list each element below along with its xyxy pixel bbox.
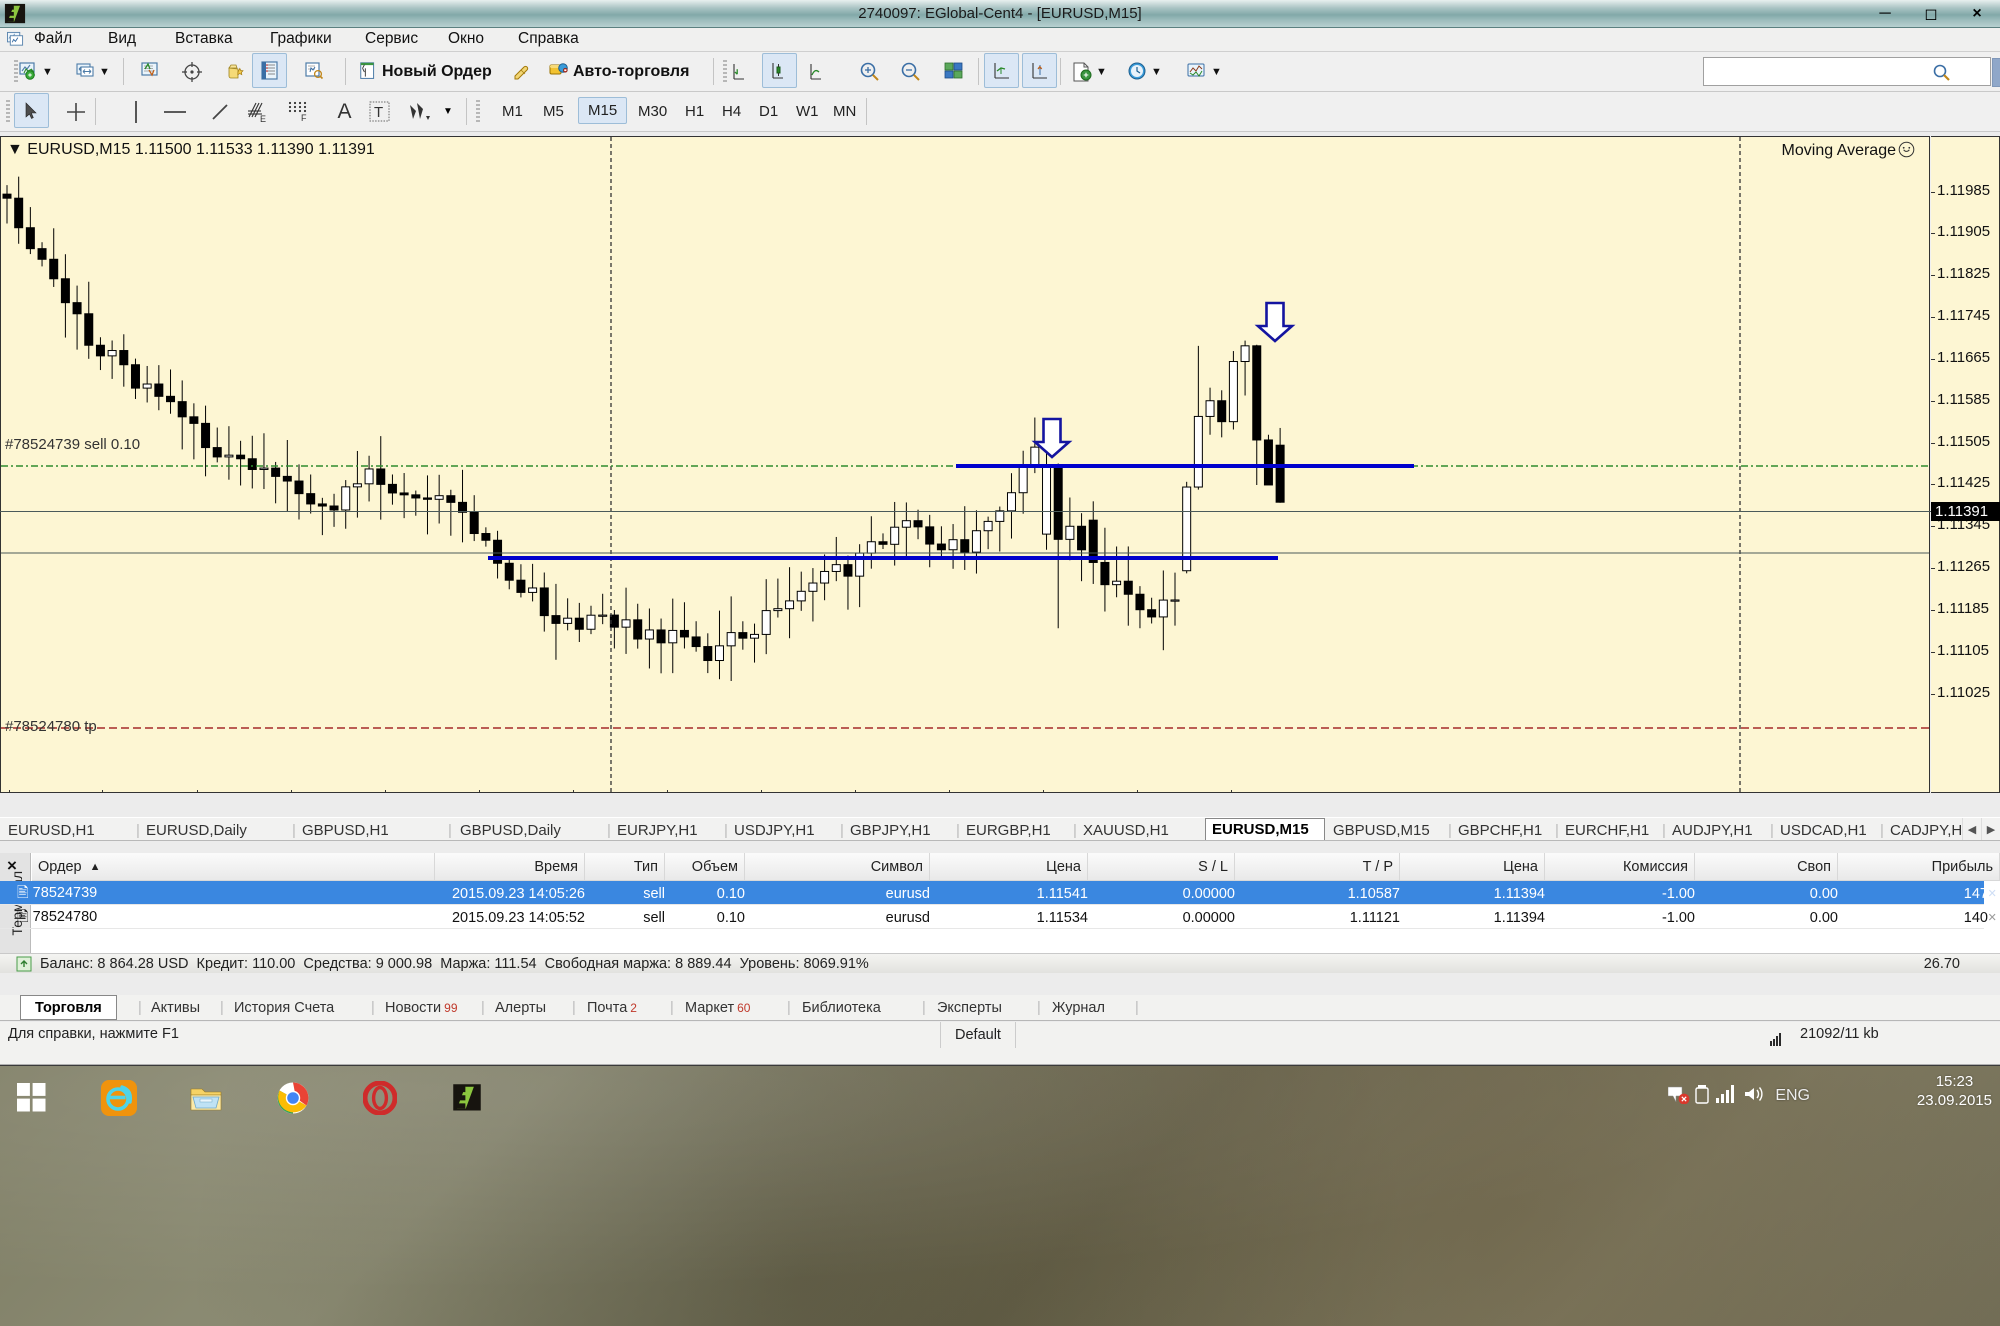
svg-text:E: E (260, 114, 266, 124)
svg-text:T: T (374, 104, 383, 121)
svg-text:#78524739 sell 0.10: #78524739 sell 0.10 (5, 436, 140, 453)
svg-text:#78524780 tp: #78524780 tp (5, 718, 97, 735)
svg-text:F: F (301, 113, 307, 123)
